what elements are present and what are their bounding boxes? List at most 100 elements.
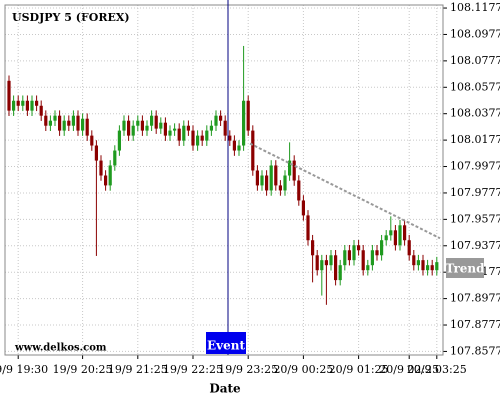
- candle-body: [85, 118, 89, 136]
- candle-body: [357, 245, 361, 251]
- candle-body: [219, 115, 223, 121]
- candle-body: [237, 145, 241, 151]
- candle-body: [117, 130, 121, 151]
- candle-body: [200, 135, 204, 141]
- candle-body: [311, 240, 315, 256]
- candle-body: [136, 120, 140, 126]
- y-tick-label: 107.9977: [450, 160, 500, 173]
- candle-body: [205, 130, 209, 141]
- candle-body: [90, 135, 94, 146]
- candle-body: [104, 175, 108, 186]
- trend-label: Trend: [445, 262, 485, 276]
- event-box: [206, 332, 246, 354]
- candle-body: [338, 265, 342, 281]
- candle-body: [297, 180, 301, 201]
- x-axis-label: Date: [209, 382, 241, 396]
- candle-body: [81, 118, 85, 131]
- y-tick-label: 108.0177: [450, 133, 500, 146]
- candle-body: [62, 120, 66, 131]
- candle-body: [108, 165, 112, 186]
- x-tick-label: 20/9 01:25: [329, 363, 389, 376]
- candle-body: [154, 115, 158, 129]
- candle-body: [334, 255, 338, 281]
- candle-body: [48, 120, 52, 126]
- candle-body: [232, 140, 236, 151]
- candle-body: [320, 260, 324, 271]
- candle-body: [393, 230, 397, 246]
- candle-body: [403, 225, 407, 241]
- candle-body: [375, 250, 379, 256]
- candle-body: [416, 260, 420, 266]
- candle-body: [140, 120, 144, 131]
- candle-body: [412, 255, 416, 266]
- trend-box: [446, 258, 484, 278]
- y-tick-label: 107.9777: [450, 186, 500, 199]
- y-tick-label: 107.9377: [450, 239, 500, 252]
- candle-body: [324, 260, 328, 266]
- candle-body: [426, 265, 430, 271]
- candle-body: [384, 235, 388, 241]
- candle-body: [255, 170, 259, 186]
- candle-body: [196, 135, 200, 146]
- candle-body: [168, 130, 172, 136]
- candle-body: [214, 115, 218, 126]
- watermark: www.delkos.com: [14, 343, 107, 354]
- candle-body: [251, 130, 255, 171]
- candle-body: [301, 200, 305, 216]
- candle-body: [370, 250, 374, 266]
- candle-body: [283, 175, 287, 191]
- candle-body: [182, 125, 186, 141]
- y-tick-label: 108.0377: [450, 107, 500, 120]
- y-tick-label: 108.0777: [450, 54, 500, 67]
- candle-body: [265, 175, 269, 191]
- candle-body: [122, 120, 126, 131]
- candle-body: [44, 115, 48, 126]
- candle-body: [39, 105, 43, 116]
- candle-body: [329, 255, 333, 266]
- x-tick-label: 20/9 02:25: [379, 363, 439, 376]
- x-tick-label: 19/9 19:30: [0, 363, 48, 376]
- candle-body: [389, 230, 393, 236]
- x-tick-label: 19/9 20:25: [53, 363, 113, 376]
- candle-body: [274, 165, 278, 186]
- trend-line: [249, 142, 441, 240]
- x-tick-label: 20/9 03:25: [407, 363, 467, 376]
- candle-body: [21, 100, 25, 106]
- candle-body: [71, 115, 75, 126]
- y-tick-label: 107.9577: [450, 212, 500, 225]
- candle-body: [16, 100, 20, 106]
- candle-body: [260, 175, 264, 186]
- candle-body: [292, 160, 296, 181]
- candle-body: [67, 120, 71, 126]
- candle-body: [278, 185, 282, 191]
- candle-body: [407, 240, 411, 256]
- y-tick-label: 107.8977: [450, 292, 500, 305]
- candle-body: [347, 250, 351, 261]
- y-tick-label: 108.1177: [450, 1, 500, 14]
- x-tick-label: 19/9 23:25: [218, 363, 278, 376]
- candle-body: [25, 100, 29, 111]
- candle-body: [269, 165, 273, 191]
- candle-body: [76, 115, 80, 131]
- candle-body: [306, 215, 310, 241]
- candle-body: [246, 100, 250, 131]
- candle-body: [228, 135, 232, 141]
- candle-body: [435, 262, 439, 271]
- y-tick-label: 108.0977: [450, 27, 500, 40]
- candle-body: [127, 120, 131, 136]
- x-tick-label: 19/9 21:25: [108, 363, 168, 376]
- candle-body: [398, 225, 402, 246]
- candle-body: [145, 125, 149, 131]
- candle-body: [361, 250, 365, 271]
- candle-body: [430, 265, 434, 271]
- candle-body: [163, 122, 167, 136]
- candle-body: [173, 128, 177, 131]
- candle-body: [380, 240, 384, 256]
- candle-body: [58, 115, 62, 131]
- candle-body: [159, 122, 163, 129]
- candle-body: [53, 115, 57, 121]
- candle-body: [366, 265, 370, 271]
- candle-body: [191, 130, 195, 146]
- candle-body: [288, 160, 292, 176]
- x-tick-label: 20/9 00:25: [273, 363, 333, 376]
